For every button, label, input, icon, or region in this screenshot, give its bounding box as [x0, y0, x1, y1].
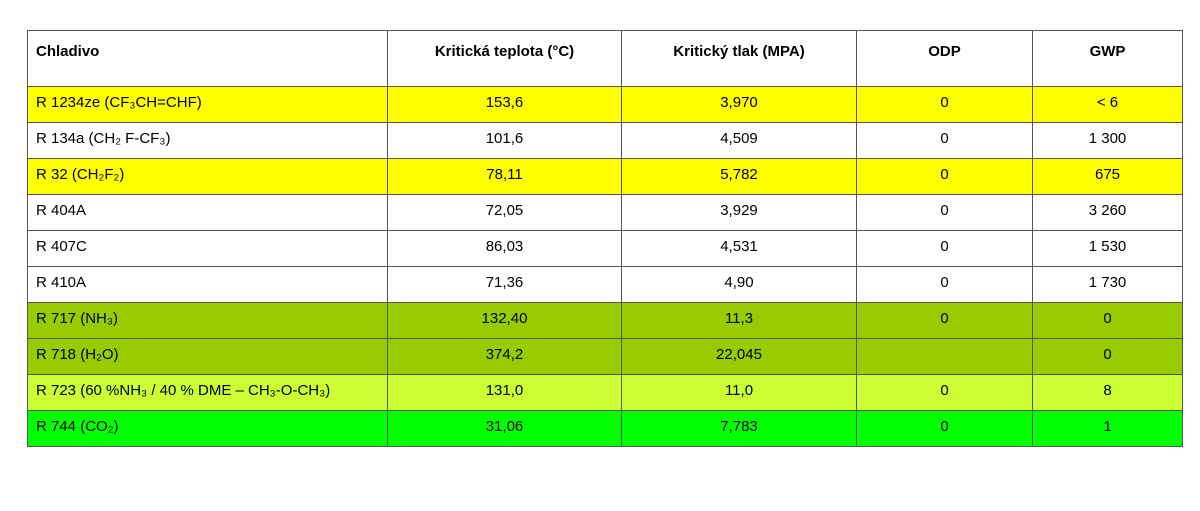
table-row: R 723 (60 %NH₃ / 40 % DME – CH₃-O-CH₃) 13… — [27, 374, 1183, 411]
table-cell: R 32 (CH₂F₂) — [27, 158, 388, 195]
empty-cell — [856, 338, 1033, 375]
table-cell: 11,3 — [621, 302, 857, 339]
header-cell: Chladivo — [27, 30, 388, 87]
table-cell: 0 — [1032, 338, 1183, 375]
table-cell: 3,970 — [621, 86, 857, 123]
table-row: R 744 (CO₂) 31,06 7,783 0 1 — [27, 410, 1183, 447]
table-cell: 71,36 — [387, 266, 622, 303]
table-cell: R 134a (CH₂ F-CF₃) — [27, 122, 388, 159]
table-row: R 718 (H₂O) 374,2 22,045 0 — [27, 338, 1183, 375]
header-cell: ODP — [856, 30, 1033, 87]
table-row: R 1234ze (CF₃CH=CHF) 153,6 3,970 0 < 6 — [27, 86, 1183, 123]
table-cell: R 723 (60 %NH₃ / 40 % DME – CH₃-O-CH₃) — [27, 374, 388, 411]
table-cell: 4,509 — [621, 122, 857, 159]
table-row: R 404A 72,05 3,929 0 3 260 — [27, 194, 1183, 231]
table-cell: R 744 (CO₂) — [27, 410, 388, 447]
table-cell: 132,40 — [387, 302, 622, 339]
refrigerant-table: Chladivo Kritická teplota (°C) Kritický tl… — [27, 30, 1183, 447]
table-cell: 0 — [1032, 302, 1183, 339]
table-cell: 0 — [856, 266, 1033, 303]
header-cell: GWP — [1032, 30, 1183, 87]
table-cell: R 1234ze (CF₃CH=CHF) — [27, 86, 388, 123]
header-cell: Kritická teplota (°C) — [387, 30, 622, 87]
table-cell: 0 — [856, 122, 1033, 159]
table-cell: R 404A — [27, 194, 388, 231]
table-cell: 374,2 — [387, 338, 622, 375]
table-cell: 3,929 — [621, 194, 857, 231]
table-cell: 0 — [856, 194, 1033, 231]
table-cell: 31,06 — [387, 410, 622, 447]
table-cell: 3 260 — [1032, 194, 1183, 231]
table-cell: 0 — [856, 158, 1033, 195]
table-cell: 22,045 — [621, 338, 857, 375]
table-cell: R 410A — [27, 266, 388, 303]
table-cell: 153,6 — [387, 86, 622, 123]
table-cell: < 6 — [1032, 86, 1183, 123]
header-row: Chladivo Kritická teplota (°C) Kritický tl… — [27, 30, 1183, 87]
table-row: R 134a (CH₂ F-CF₃) 101,6 4,509 0 1 300 — [27, 122, 1183, 159]
table-cell: 1 300 — [1032, 122, 1183, 159]
table-cell: 4,90 — [621, 266, 857, 303]
table-cell: 4,531 — [621, 230, 857, 267]
table-row: R 407C 86,03 4,531 0 1 530 — [27, 230, 1183, 267]
table-cell: 0 — [856, 374, 1033, 411]
table-row: R 717 (NH₃) 132,40 11,3 0 0 — [27, 302, 1183, 339]
table-cell: 0 — [856, 302, 1033, 339]
header-cell: Kritický tlak (MPA) — [621, 30, 857, 87]
table-cell: R 407C — [27, 230, 388, 267]
table-cell: 0 — [856, 230, 1033, 267]
table-cell: R 718 (H₂O) — [27, 338, 388, 375]
table-cell: 7,783 — [621, 410, 857, 447]
table-cell: 11,0 — [621, 374, 857, 411]
table-cell: 101,6 — [387, 122, 622, 159]
table-cell: 0 — [856, 86, 1033, 123]
table-cell: R 717 (NH₃) — [27, 302, 388, 339]
table-row: R 32 (CH₂F₂) 78,11 5,782 0 675 — [27, 158, 1183, 195]
table-cell: 1 730 — [1032, 266, 1183, 303]
table-cell: 5,782 — [621, 158, 857, 195]
table-cell: 8 — [1032, 374, 1183, 411]
table-cell: 72,05 — [387, 194, 622, 231]
table-row: R 410A 71,36 4,90 0 1 730 — [27, 266, 1183, 303]
table-cell: 131,0 — [387, 374, 622, 411]
table-cell: 1 530 — [1032, 230, 1183, 267]
table-cell: 78,11 — [387, 158, 622, 195]
table-cell: 1 — [1032, 410, 1183, 447]
table-cell: 86,03 — [387, 230, 622, 267]
table-cell: 675 — [1032, 158, 1183, 195]
table-cell: 0 — [856, 410, 1033, 447]
